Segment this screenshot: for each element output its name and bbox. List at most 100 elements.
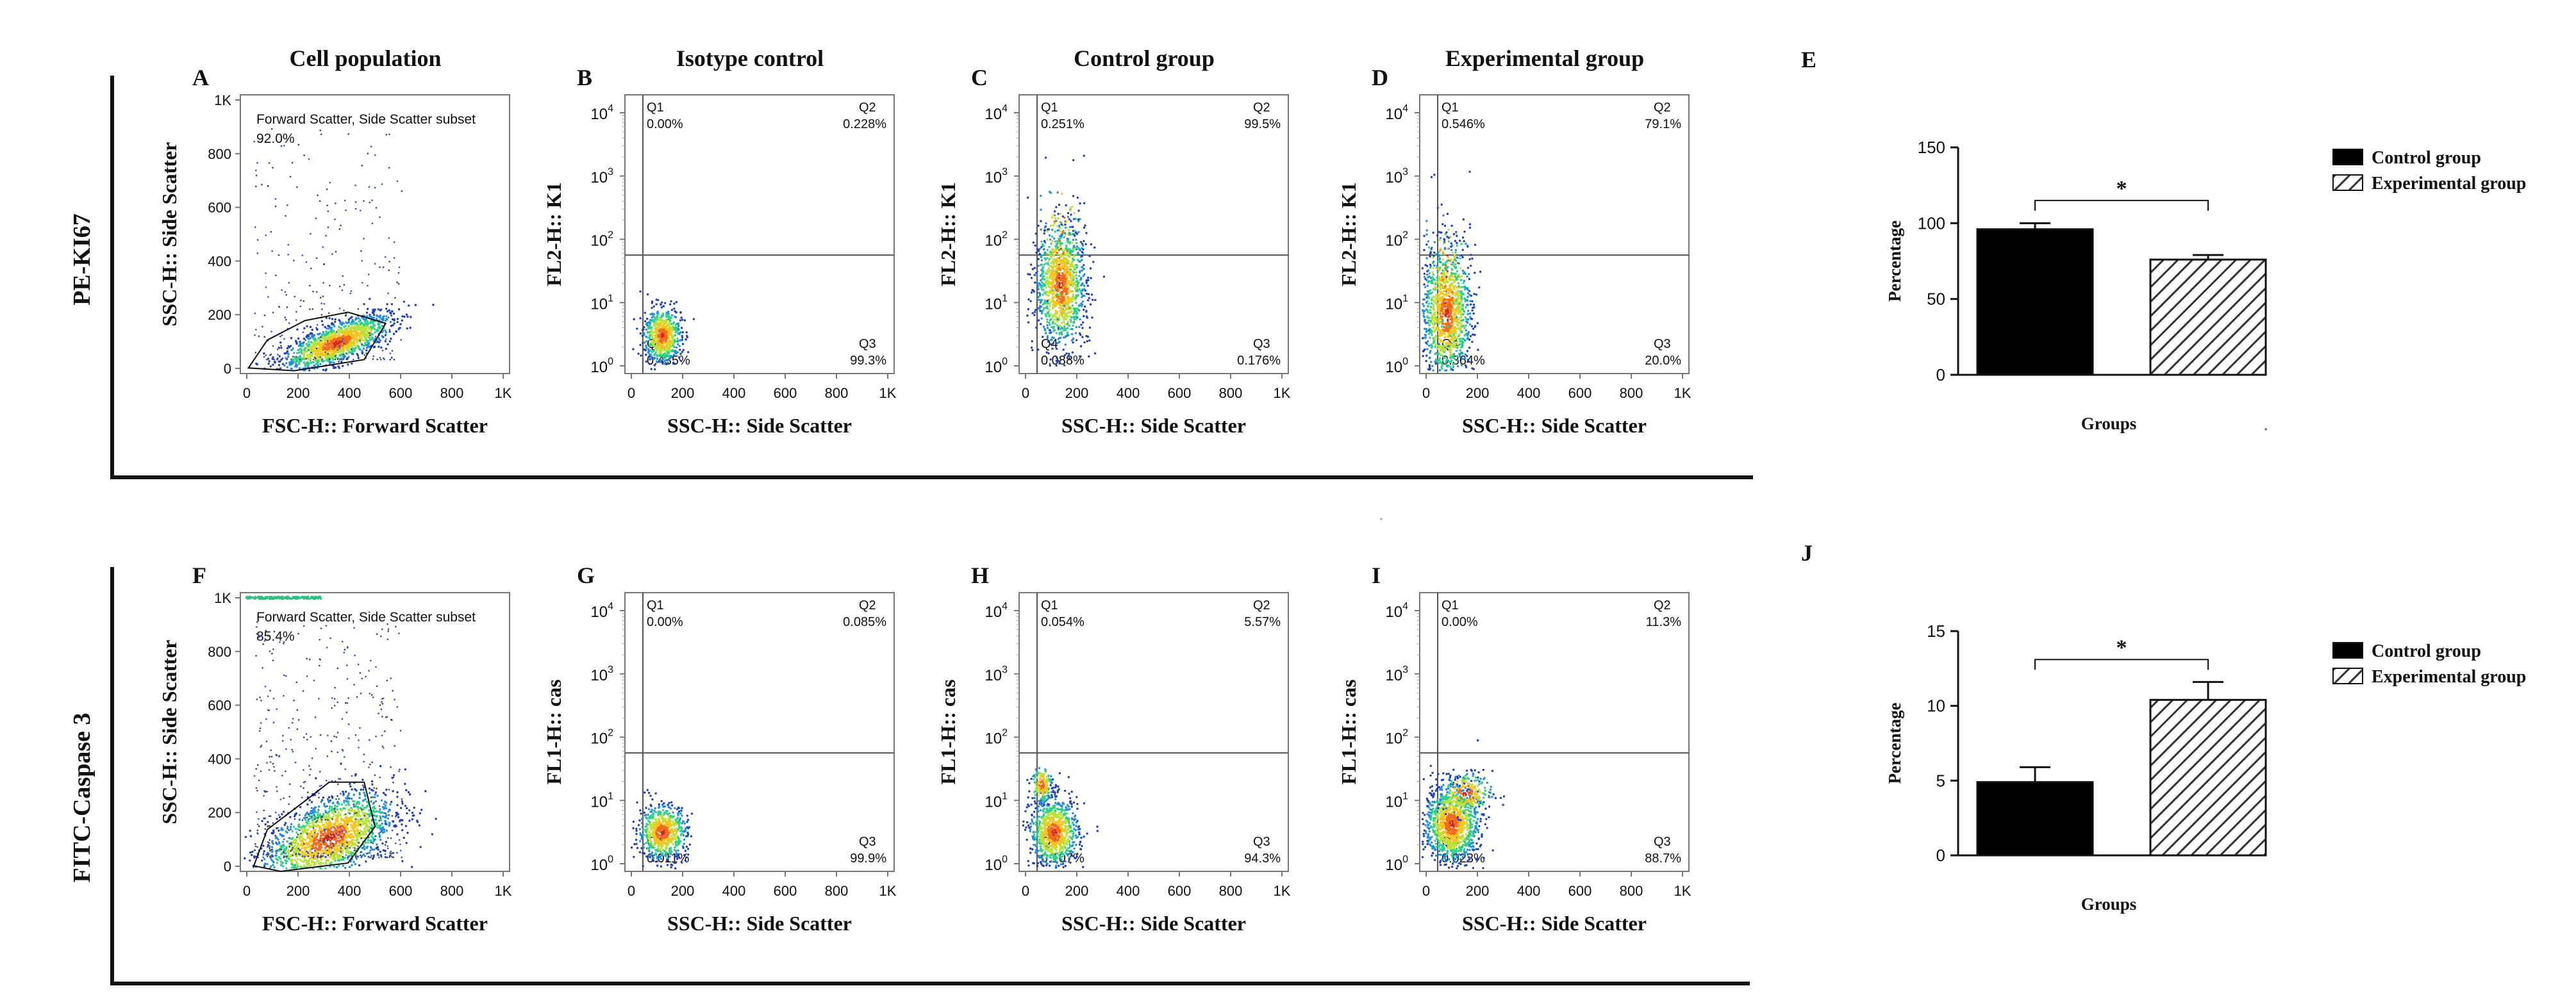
event-dot	[656, 341, 658, 343]
event-dot	[361, 349, 363, 352]
event-dot	[1047, 282, 1050, 284]
event-dot	[1074, 332, 1077, 334]
event-dot	[645, 344, 647, 347]
event-dot	[317, 343, 319, 346]
event-dot-sparse	[363, 354, 366, 356]
event-dot	[673, 308, 676, 310]
event-dot	[391, 318, 394, 321]
event-dot	[665, 311, 668, 314]
event-dot	[645, 335, 647, 338]
event-dot-sparse	[351, 353, 353, 355]
event-dot	[335, 346, 338, 349]
event-dot	[344, 328, 347, 331]
event-dot-sparse	[382, 266, 385, 268]
event-dot	[645, 360, 647, 363]
event-dot	[667, 358, 670, 360]
event-dot	[1082, 308, 1085, 311]
event-dot	[1049, 290, 1052, 292]
event-dot	[1051, 228, 1054, 231]
event-dot	[384, 340, 387, 343]
event-dot	[313, 346, 317, 349]
event-dot	[1064, 234, 1067, 236]
event-dot	[1055, 332, 1058, 334]
event-dot	[1449, 318, 1452, 321]
event-dot-sparse	[327, 210, 329, 213]
event-dot	[1068, 300, 1071, 303]
gate-name: Forward Scatter, Side Scatter subset	[256, 112, 476, 127]
event-dot	[1467, 295, 1469, 299]
event-dot	[1432, 260, 1435, 263]
event-dot-sparse	[328, 358, 331, 360]
event-dot	[1439, 288, 1442, 291]
event-dot	[1467, 267, 1470, 269]
event-dot	[1044, 332, 1047, 334]
event-dot	[1460, 316, 1463, 318]
event-dot	[298, 367, 301, 370]
event-dot	[279, 367, 282, 370]
event-dot	[1067, 229, 1070, 232]
event-dot-sparse	[315, 291, 318, 293]
event-dot	[1077, 231, 1080, 233]
event-dot	[1043, 307, 1045, 309]
y-tick-exponent: 4	[1002, 103, 1008, 114]
event-dot-sparse	[288, 281, 290, 284]
event-dot	[378, 315, 380, 318]
event-dot	[1075, 248, 1078, 251]
event-dot-sparse	[270, 331, 272, 333]
event-dot	[1051, 216, 1054, 219]
event-dot	[669, 318, 671, 320]
event-dot-sparse	[397, 272, 400, 274]
event-dot	[1460, 254, 1463, 257]
event-dot-sparse	[302, 331, 304, 333]
event-dot-sparse	[397, 283, 400, 285]
event-dot	[1461, 357, 1463, 360]
event-dot	[1067, 241, 1069, 243]
event-dot	[1067, 354, 1070, 358]
event-dot	[320, 320, 324, 322]
event-dot	[1423, 276, 1426, 278]
y-axis-label: FL2-H:: K1	[936, 182, 960, 286]
event-dot	[315, 341, 318, 344]
event-dot	[1059, 299, 1062, 302]
event-dot	[1087, 293, 1090, 295]
event-dot	[363, 302, 365, 306]
event-dot-sparse	[325, 235, 327, 237]
event-dot	[677, 343, 679, 345]
event-dot	[1431, 333, 1433, 336]
event-dot	[1076, 311, 1079, 315]
event-dot	[1438, 283, 1441, 285]
event-dot	[385, 331, 388, 334]
event-dot	[1082, 294, 1084, 297]
event-dot-sparse	[381, 183, 383, 185]
event-dot	[1043, 226, 1047, 229]
event-dot	[1441, 318, 1443, 321]
event-dot	[327, 360, 329, 363]
event-dot	[654, 325, 657, 328]
event-dot	[1459, 349, 1461, 352]
event-dot	[1432, 295, 1434, 298]
event-dot-sparse	[374, 263, 376, 265]
event-dot	[1076, 277, 1078, 280]
event-dot	[1438, 261, 1442, 263]
event-dot	[341, 322, 344, 324]
event-dot	[1424, 336, 1427, 339]
event-dot	[670, 354, 672, 358]
event-dot	[345, 346, 348, 349]
event-dot	[306, 366, 309, 368]
event-dot	[1052, 286, 1055, 289]
event-dot	[1429, 311, 1433, 314]
event-dot	[357, 357, 360, 359]
event-dot	[361, 325, 363, 328]
event-dot	[1070, 300, 1073, 303]
event-dot	[1072, 279, 1075, 281]
event-dot	[1438, 239, 1441, 242]
event-dot	[1453, 329, 1456, 332]
event-dot	[654, 356, 656, 359]
q2-percent: 0.228%	[843, 117, 886, 131]
event-dot-sparse	[359, 340, 361, 342]
event-dot	[1446, 280, 1449, 283]
event-dot	[1060, 301, 1063, 304]
event-dot	[317, 350, 320, 353]
event-dot	[1458, 302, 1461, 305]
event-dot	[306, 363, 308, 366]
